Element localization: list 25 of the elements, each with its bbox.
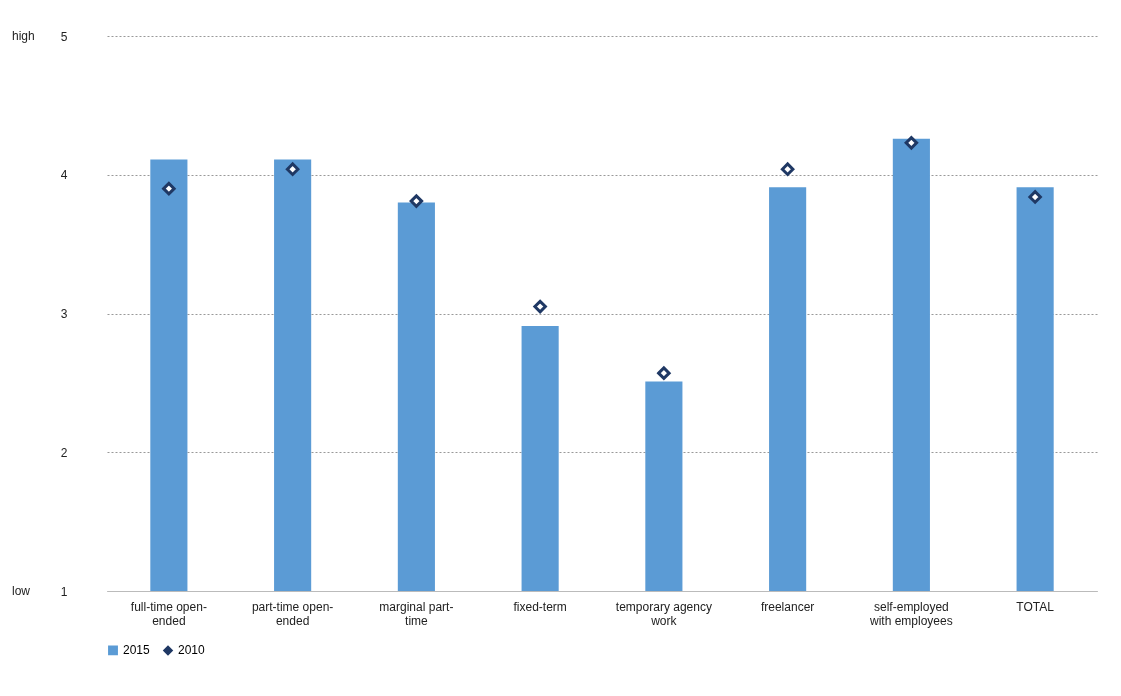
point: [162, 181, 176, 196]
x-tick-label: marginal part-time: [379, 599, 454, 628]
y-tick-label: 1: [60, 584, 68, 599]
point: [533, 299, 547, 314]
y-tick-label: 4: [60, 168, 68, 183]
y-tick-label: 5: [60, 29, 68, 44]
legend-label: 2015: [123, 643, 151, 658]
legend-label: 2010: [178, 643, 206, 658]
x-tick-label: part-time open-ended: [251, 599, 334, 628]
x-tick-label: fixed-term: [513, 599, 567, 614]
point: [1028, 190, 1042, 204]
point: [904, 136, 919, 150]
x-tick-label: self-employed with employees: [869, 599, 953, 628]
point: [657, 366, 671, 380]
text: low: [12, 584, 31, 598]
text: high: [12, 29, 35, 43]
x-tick-label: freelancer: [760, 599, 815, 614]
x-tick-label: full-time open-ended: [130, 599, 207, 628]
point: [409, 194, 424, 208]
y-tick-label: 3: [60, 307, 68, 321]
x-tick-label: TOTAL: [1016, 599, 1055, 614]
y-tick-label: 2: [60, 445, 68, 460]
point: [285, 162, 300, 176]
x-tick-label: temporary agency work: [615, 599, 712, 628]
point: [780, 162, 795, 176]
